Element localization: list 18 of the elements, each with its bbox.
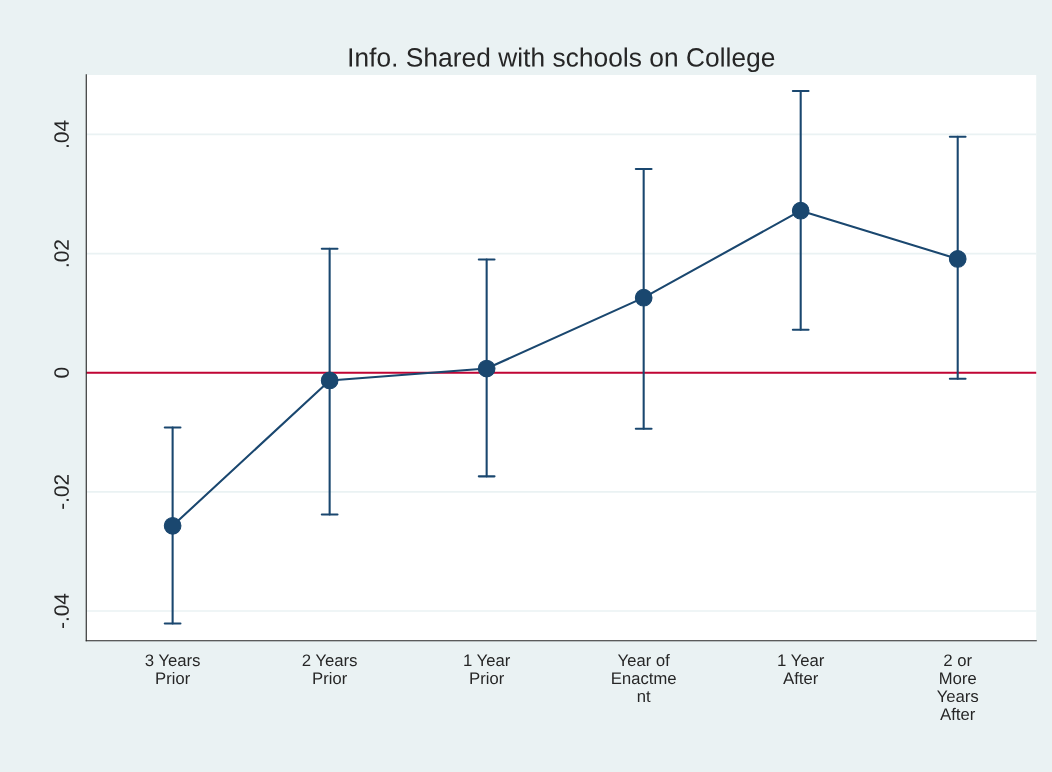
y-tick-label: -.02 [54, 474, 69, 509]
x-tick-label: 1 Year Prior [464, 654, 511, 685]
x-tick-label: 3 Years Prior [145, 654, 200, 685]
point [791, 201, 810, 220]
x-tick-label: 2 Years Prior [302, 654, 357, 685]
point [477, 359, 496, 378]
y-tick-label: .04 [54, 120, 69, 148]
x-tick-label: 1 Year After [778, 654, 825, 685]
y-tick-label: -.04 [54, 593, 69, 628]
point [320, 371, 339, 390]
x-tick-label: 2 or More Years After [937, 654, 979, 721]
point [163, 516, 182, 535]
y-tick-label: 0 [54, 367, 69, 378]
chart-title: Info. Shared with schools on College [349, 47, 775, 73]
point [634, 288, 653, 307]
y-tick-label: .02 [54, 240, 69, 267]
x-tick-label: Year of Enactme nt [612, 653, 676, 703]
point [948, 250, 967, 268]
